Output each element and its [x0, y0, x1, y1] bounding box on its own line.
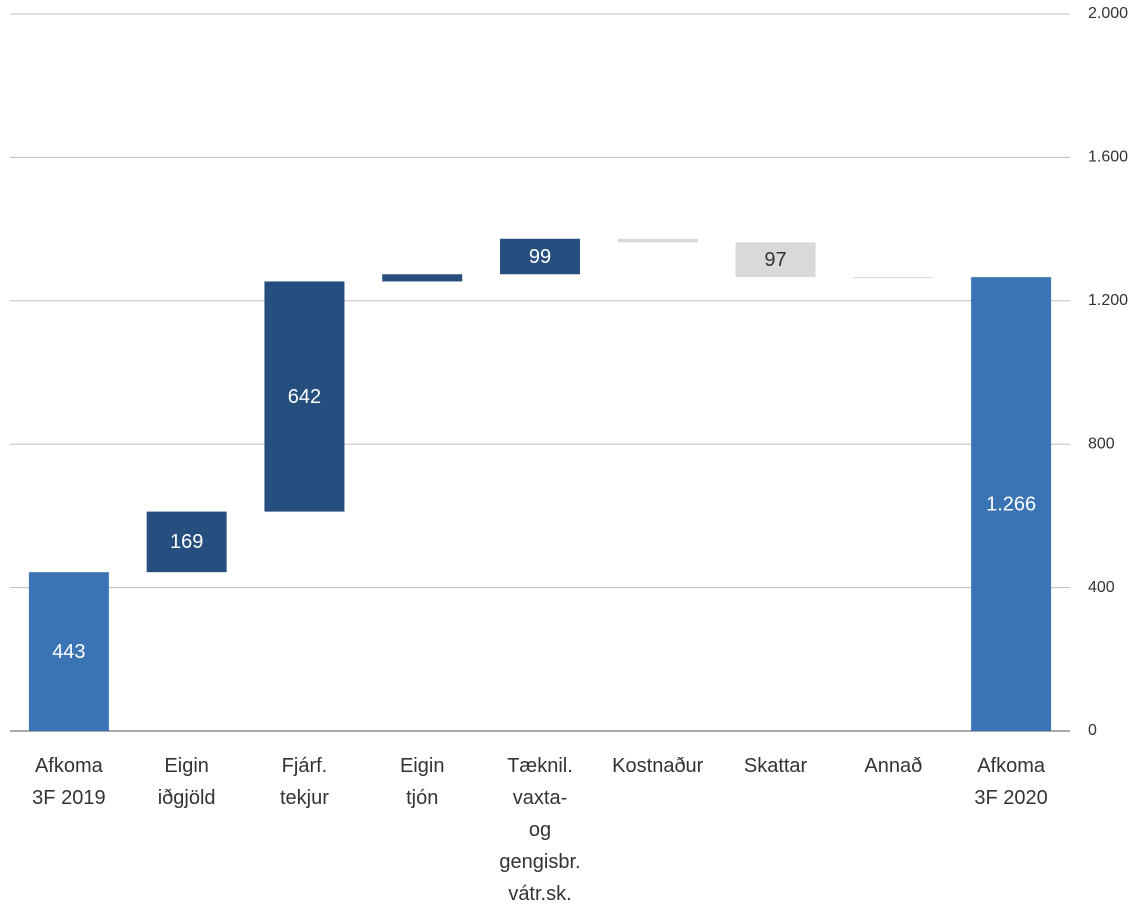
x-tick-label: Skattar	[743, 755, 808, 777]
value-label: 642	[288, 386, 321, 408]
bar	[500, 238, 580, 275]
y-tick-label: 1.200	[1088, 292, 1128, 309]
bar	[264, 281, 345, 512]
value-label: 169	[170, 531, 203, 553]
value-label: 97	[764, 249, 786, 271]
x-tick-label: Tæknil. vaxta- og gengisbr. vátr.sk.	[499, 755, 581, 905]
x-tick-label: Annað	[864, 755, 923, 777]
bar	[617, 238, 698, 243]
value-label: 1.266	[986, 493, 1036, 515]
x-tick-label: Afkoma 3F 2019	[32, 755, 106, 809]
y-tick-label: 1.600	[1088, 149, 1128, 166]
x-tick-label: Eigin tjón	[399, 755, 445, 809]
value-label: 443	[52, 641, 85, 663]
bar	[853, 277, 934, 279]
bar	[146, 511, 227, 573]
bar	[382, 274, 463, 282]
bar	[971, 277, 1052, 731]
y-tick-label: 2.000	[1088, 5, 1128, 22]
y-tick-label: 400	[1088, 579, 1115, 596]
x-tick-label: Afkoma 3F 2020	[974, 755, 1048, 809]
y-tick-label: 800	[1088, 435, 1115, 452]
bar	[735, 242, 816, 278]
x-tick-label: Fjárf. tekjur	[279, 755, 329, 809]
value-label: 99	[529, 246, 551, 268]
y-tick-label: 0	[1088, 722, 1097, 739]
x-tick-label: Kostnaður	[612, 755, 704, 777]
bar	[28, 572, 109, 731]
x-tick-label: Eigin iðgjöld	[157, 755, 216, 809]
